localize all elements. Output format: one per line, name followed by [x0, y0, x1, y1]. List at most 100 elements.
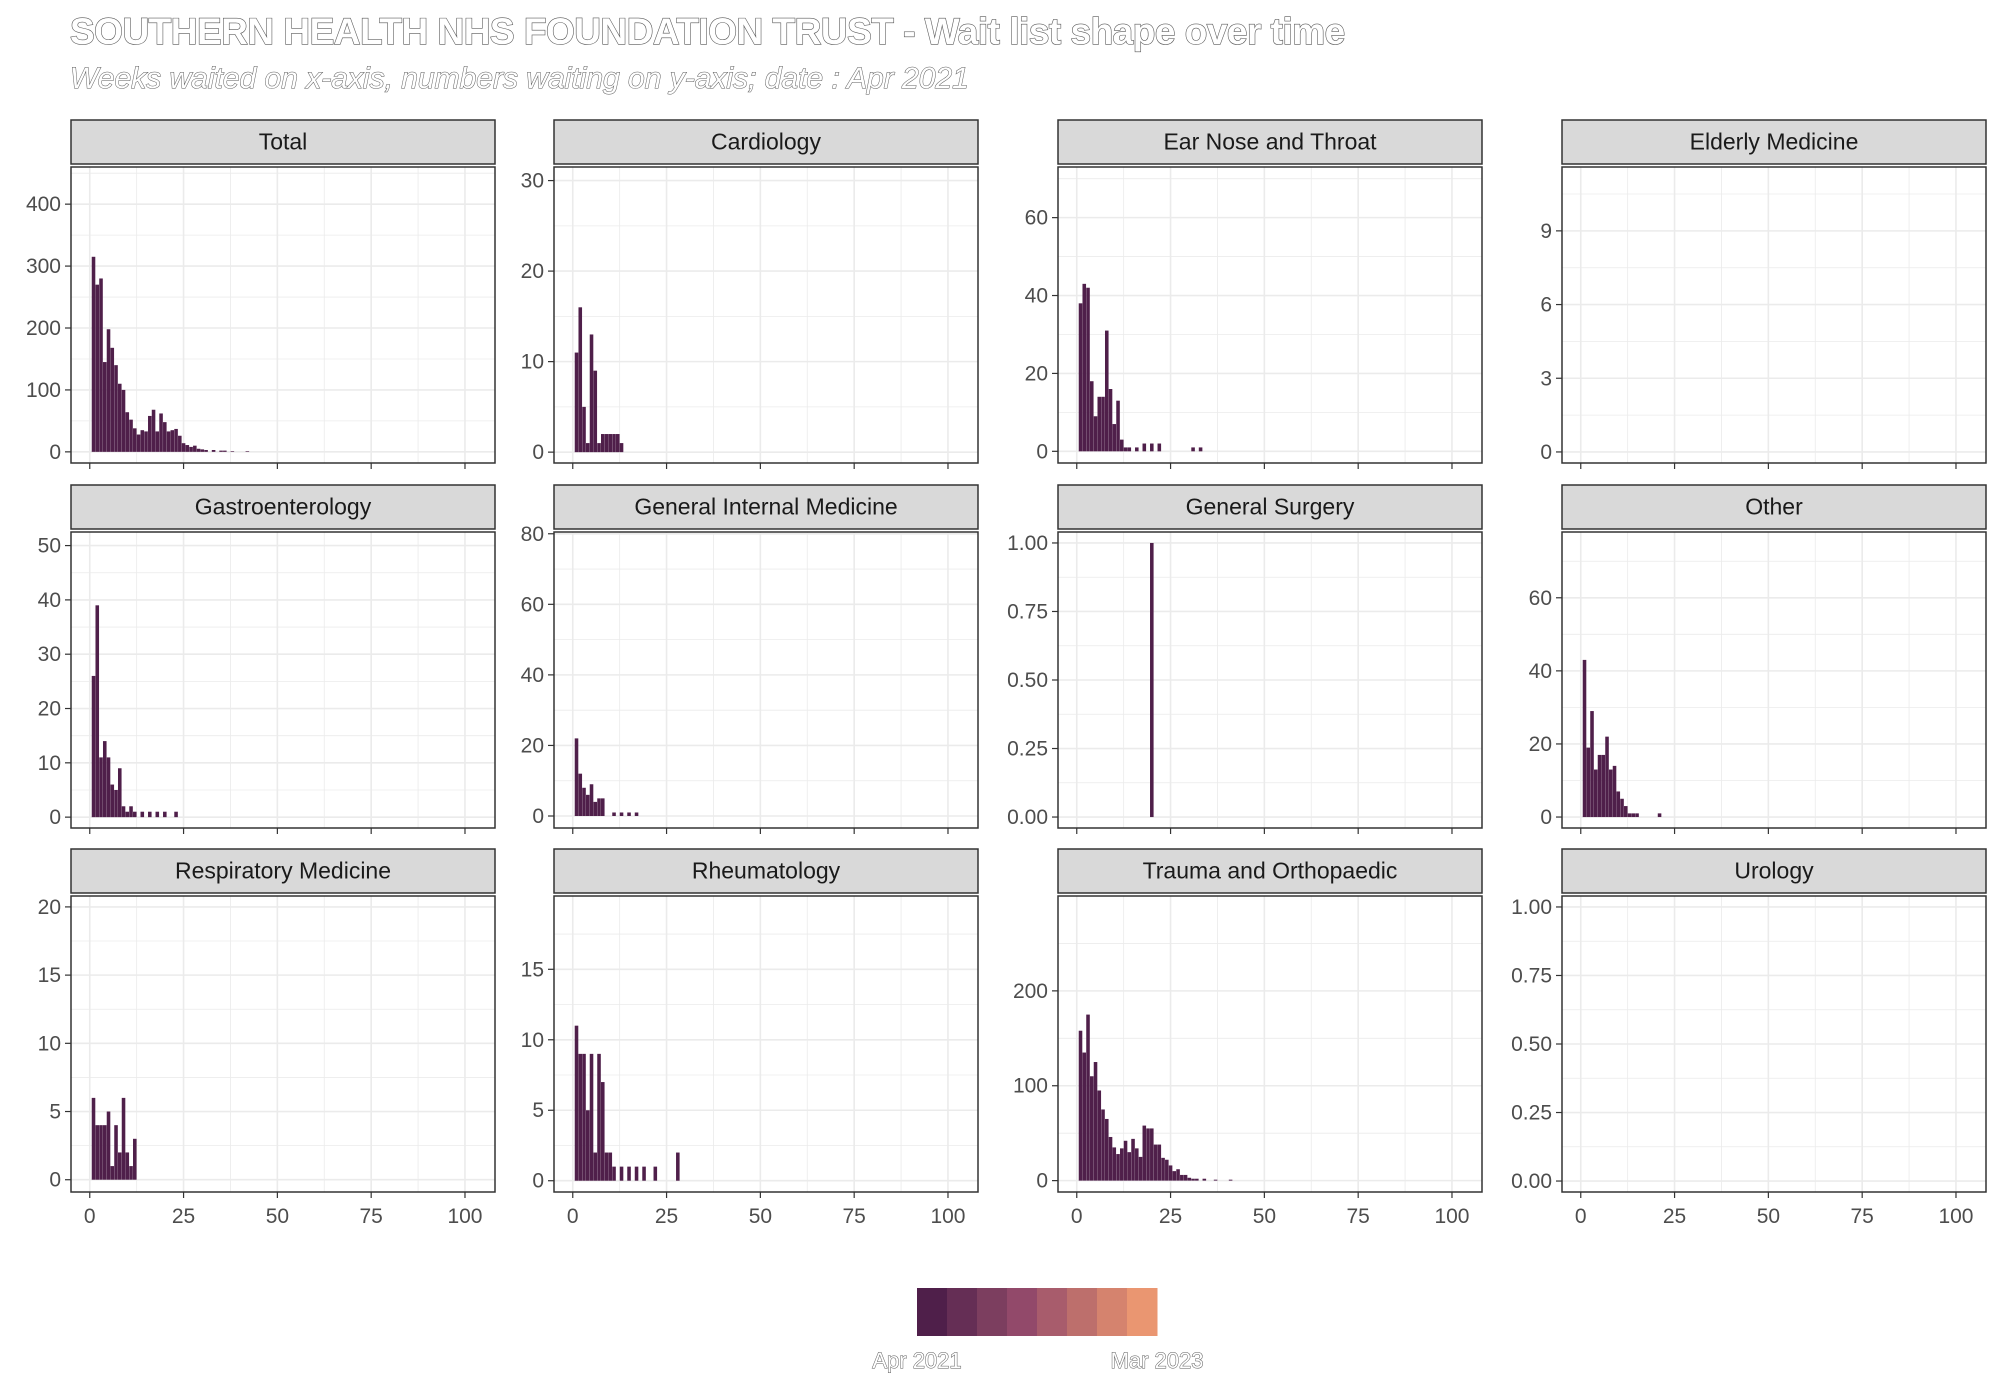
- bar-cardiology: [574, 352, 579, 453]
- bar-trauma-and-orthopaedic: [1078, 1030, 1083, 1181]
- y-tick-label: 60: [1025, 207, 1048, 230]
- bar-total: [211, 449, 216, 452]
- y-tick-label: 100: [26, 379, 61, 402]
- bar-rheumatology: [604, 1152, 609, 1181]
- legend: Apr 2021 Mar 2023: [872, 1288, 1204, 1374]
- bar-trauma-and-orthopaedic: [1213, 1179, 1218, 1181]
- bar-cardiology: [578, 307, 583, 453]
- bar-trauma-and-orthopaedic: [1195, 1178, 1199, 1181]
- y-tick-label: 0.00: [1007, 806, 1048, 829]
- strip-label-general-internal-medicine: General Internal Medicine: [634, 494, 897, 520]
- x-tick-label: 25: [1159, 1205, 1182, 1228]
- y-tick-label: 15: [521, 958, 544, 981]
- bar-cardiology: [612, 434, 616, 453]
- bar-rheumatology: [593, 1152, 598, 1181]
- x-tick-label: 0: [567, 1205, 579, 1228]
- bar-cardiology: [593, 370, 598, 453]
- bar-gastroenterology: [148, 811, 152, 818]
- legend-swatch: [1097, 1288, 1128, 1336]
- bar-trauma-and-orthopaedic: [1187, 1177, 1192, 1181]
- y-tick-label: 200: [1013, 980, 1048, 1003]
- bar-trauma-and-orthopaedic: [1127, 1152, 1132, 1181]
- bar-gastroenterology: [110, 784, 115, 818]
- y-tick-label: 0.50: [1511, 1033, 1552, 1056]
- bar-trauma-and-orthopaedic: [1082, 1052, 1087, 1181]
- x-tick-label: 0: [84, 1205, 96, 1228]
- x-tick-label: 50: [266, 1205, 289, 1228]
- y-tick-label: 0: [1540, 441, 1552, 464]
- panel-border-gastroenterology: [70, 531, 496, 829]
- bar-cardiology: [597, 443, 601, 453]
- y-tick-label: 6: [1540, 294, 1552, 317]
- legend-swatch: [947, 1288, 978, 1336]
- y-tick-label: 60: [1529, 587, 1552, 610]
- panel-border-elderly-medicine: [1561, 166, 1987, 464]
- y-tick-label: 15: [38, 964, 61, 987]
- panel-general-surgery: General Surgery 0.00 0.25 0.50 0.75 1.00: [1007, 484, 1483, 834]
- bar-ear-nose-and-throat: [1142, 443, 1147, 452]
- bar-respiratory-medicine: [133, 1138, 137, 1180]
- bar-total: [170, 430, 175, 452]
- strip-general-surgery: [1057, 484, 1483, 530]
- legend-end-label: Mar 2023: [1111, 1348, 1204, 1373]
- bar-other: [1605, 736, 1609, 818]
- bar-rheumatology: [589, 1053, 594, 1181]
- strip-trauma-and-orthopaedic: [1057, 848, 1483, 894]
- y-tick-label: 1.00: [1511, 896, 1552, 919]
- panel-border-other: [1561, 531, 1987, 829]
- bar-respiratory-medicine: [95, 1125, 100, 1180]
- x-tick-label: 50: [749, 1205, 772, 1228]
- bar-trauma-and-orthopaedic: [1104, 1118, 1109, 1181]
- y-tick-label: 20: [38, 698, 61, 721]
- y-tick-label: 60: [521, 593, 544, 616]
- bar-gastroenterology: [133, 811, 137, 818]
- bar-other: [1601, 754, 1606, 818]
- y-tick-label: 20: [1529, 733, 1552, 756]
- y-tick-label: 5: [532, 1099, 544, 1122]
- bar-total: [193, 445, 197, 452]
- bar-gastroenterology: [125, 811, 130, 818]
- bar-gastroenterology: [95, 605, 100, 818]
- bar-general-internal-medicine: [574, 738, 579, 817]
- y-tick-label: 40: [1529, 660, 1552, 683]
- bar-trauma-and-orthopaedic: [1150, 1128, 1154, 1181]
- bar-other: [1624, 806, 1628, 818]
- y-tick-label: 3: [1540, 367, 1552, 390]
- bar-ear-nose-and-throat: [1120, 439, 1124, 452]
- legend-start-label: Apr 2021: [872, 1348, 961, 1373]
- bar-rheumatology: [612, 1166, 616, 1181]
- bar-general-internal-medicine: [600, 798, 605, 817]
- bar-ear-nose-and-throat: [1135, 447, 1139, 452]
- bar-total: [133, 428, 137, 452]
- bar-ear-nose-and-throat: [1104, 330, 1109, 452]
- bar-other: [1608, 769, 1613, 818]
- bar-total: [181, 443, 186, 452]
- bar-cardiology: [582, 406, 586, 453]
- bar-total: [151, 409, 156, 452]
- bar-cardiology: [608, 434, 613, 453]
- y-tick-label: 5: [49, 1101, 61, 1124]
- y-tick-label: 0: [1540, 806, 1552, 829]
- y-tick-label: 0.50: [1007, 669, 1048, 692]
- bar-ear-nose-and-throat: [1123, 447, 1128, 452]
- bar-gastroenterology: [102, 741, 107, 818]
- bar-ear-nose-and-throat: [1086, 287, 1090, 452]
- bar-trauma-and-orthopaedic: [1202, 1178, 1207, 1181]
- bar-cardiology: [619, 443, 624, 453]
- y-tick-label: 0.25: [1007, 738, 1048, 761]
- bar-ear-nose-and-throat: [1157, 443, 1162, 452]
- x-tick-label: 75: [1346, 1205, 1369, 1228]
- panel-trauma-and-orthopaedic: Trauma and Orthopaedic 0 100 200 0 25 50 75 100: [1013, 848, 1483, 1228]
- panel-respiratory-medicine: Respiratory Medicine 0 5 10 15 20 0 25 50 75 100: [38, 848, 496, 1228]
- strip-label-ear-nose-and-throat: Ear Nose and Throat: [1163, 129, 1377, 155]
- bar-rheumatology: [627, 1166, 631, 1181]
- y-tick-label: 30: [38, 643, 61, 666]
- y-tick-label: 20: [1025, 362, 1048, 385]
- bar-ear-nose-and-throat: [1101, 396, 1105, 452]
- bar-ear-nose-and-throat: [1082, 283, 1087, 452]
- y-tick-label: 40: [521, 664, 544, 687]
- bar-general-internal-medicine: [589, 784, 594, 817]
- legend-swatch: [977, 1288, 1008, 1336]
- bar-total: [155, 431, 160, 452]
- bar-other: [1620, 798, 1624, 818]
